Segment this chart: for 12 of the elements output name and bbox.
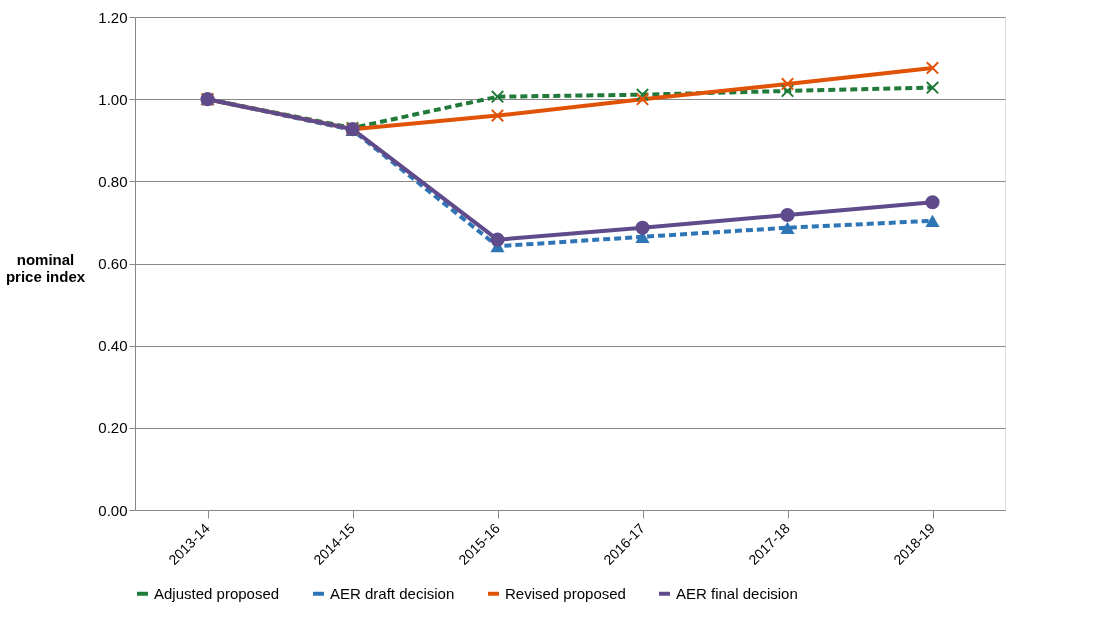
y-tick-label: 0.20 <box>98 419 128 437</box>
legend-label: Adjusted proposed <box>154 584 280 602</box>
y-axis-title: nominal price index <box>5 250 86 285</box>
y-tick-label: 0.60 <box>98 255 128 272</box>
legend-label: AER draft decision <box>330 584 455 602</box>
y-tick-label: 0.80 <box>98 172 128 190</box>
legend-label: AER final decision <box>676 584 798 602</box>
y-tick-label: 1.20 <box>98 8 128 26</box>
legend-label: Revised proposed <box>505 584 626 602</box>
y-tick-label: 0.40 <box>98 337 128 355</box>
y-tick-label: 0.00 <box>98 501 128 519</box>
y-tick-label: 1.00 <box>98 90 128 108</box>
